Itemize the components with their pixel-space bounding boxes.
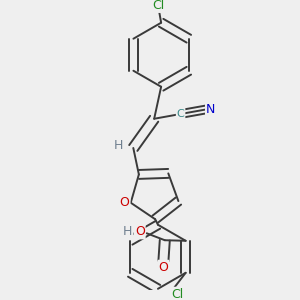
Text: H: H xyxy=(123,224,133,238)
Text: Cl: Cl xyxy=(152,0,164,12)
Text: N: N xyxy=(206,103,215,116)
Text: H: H xyxy=(113,139,123,152)
Text: Cl: Cl xyxy=(171,288,183,300)
Text: C: C xyxy=(177,109,184,119)
Text: O: O xyxy=(135,225,145,239)
Text: O: O xyxy=(120,196,130,209)
Text: O: O xyxy=(158,261,168,274)
